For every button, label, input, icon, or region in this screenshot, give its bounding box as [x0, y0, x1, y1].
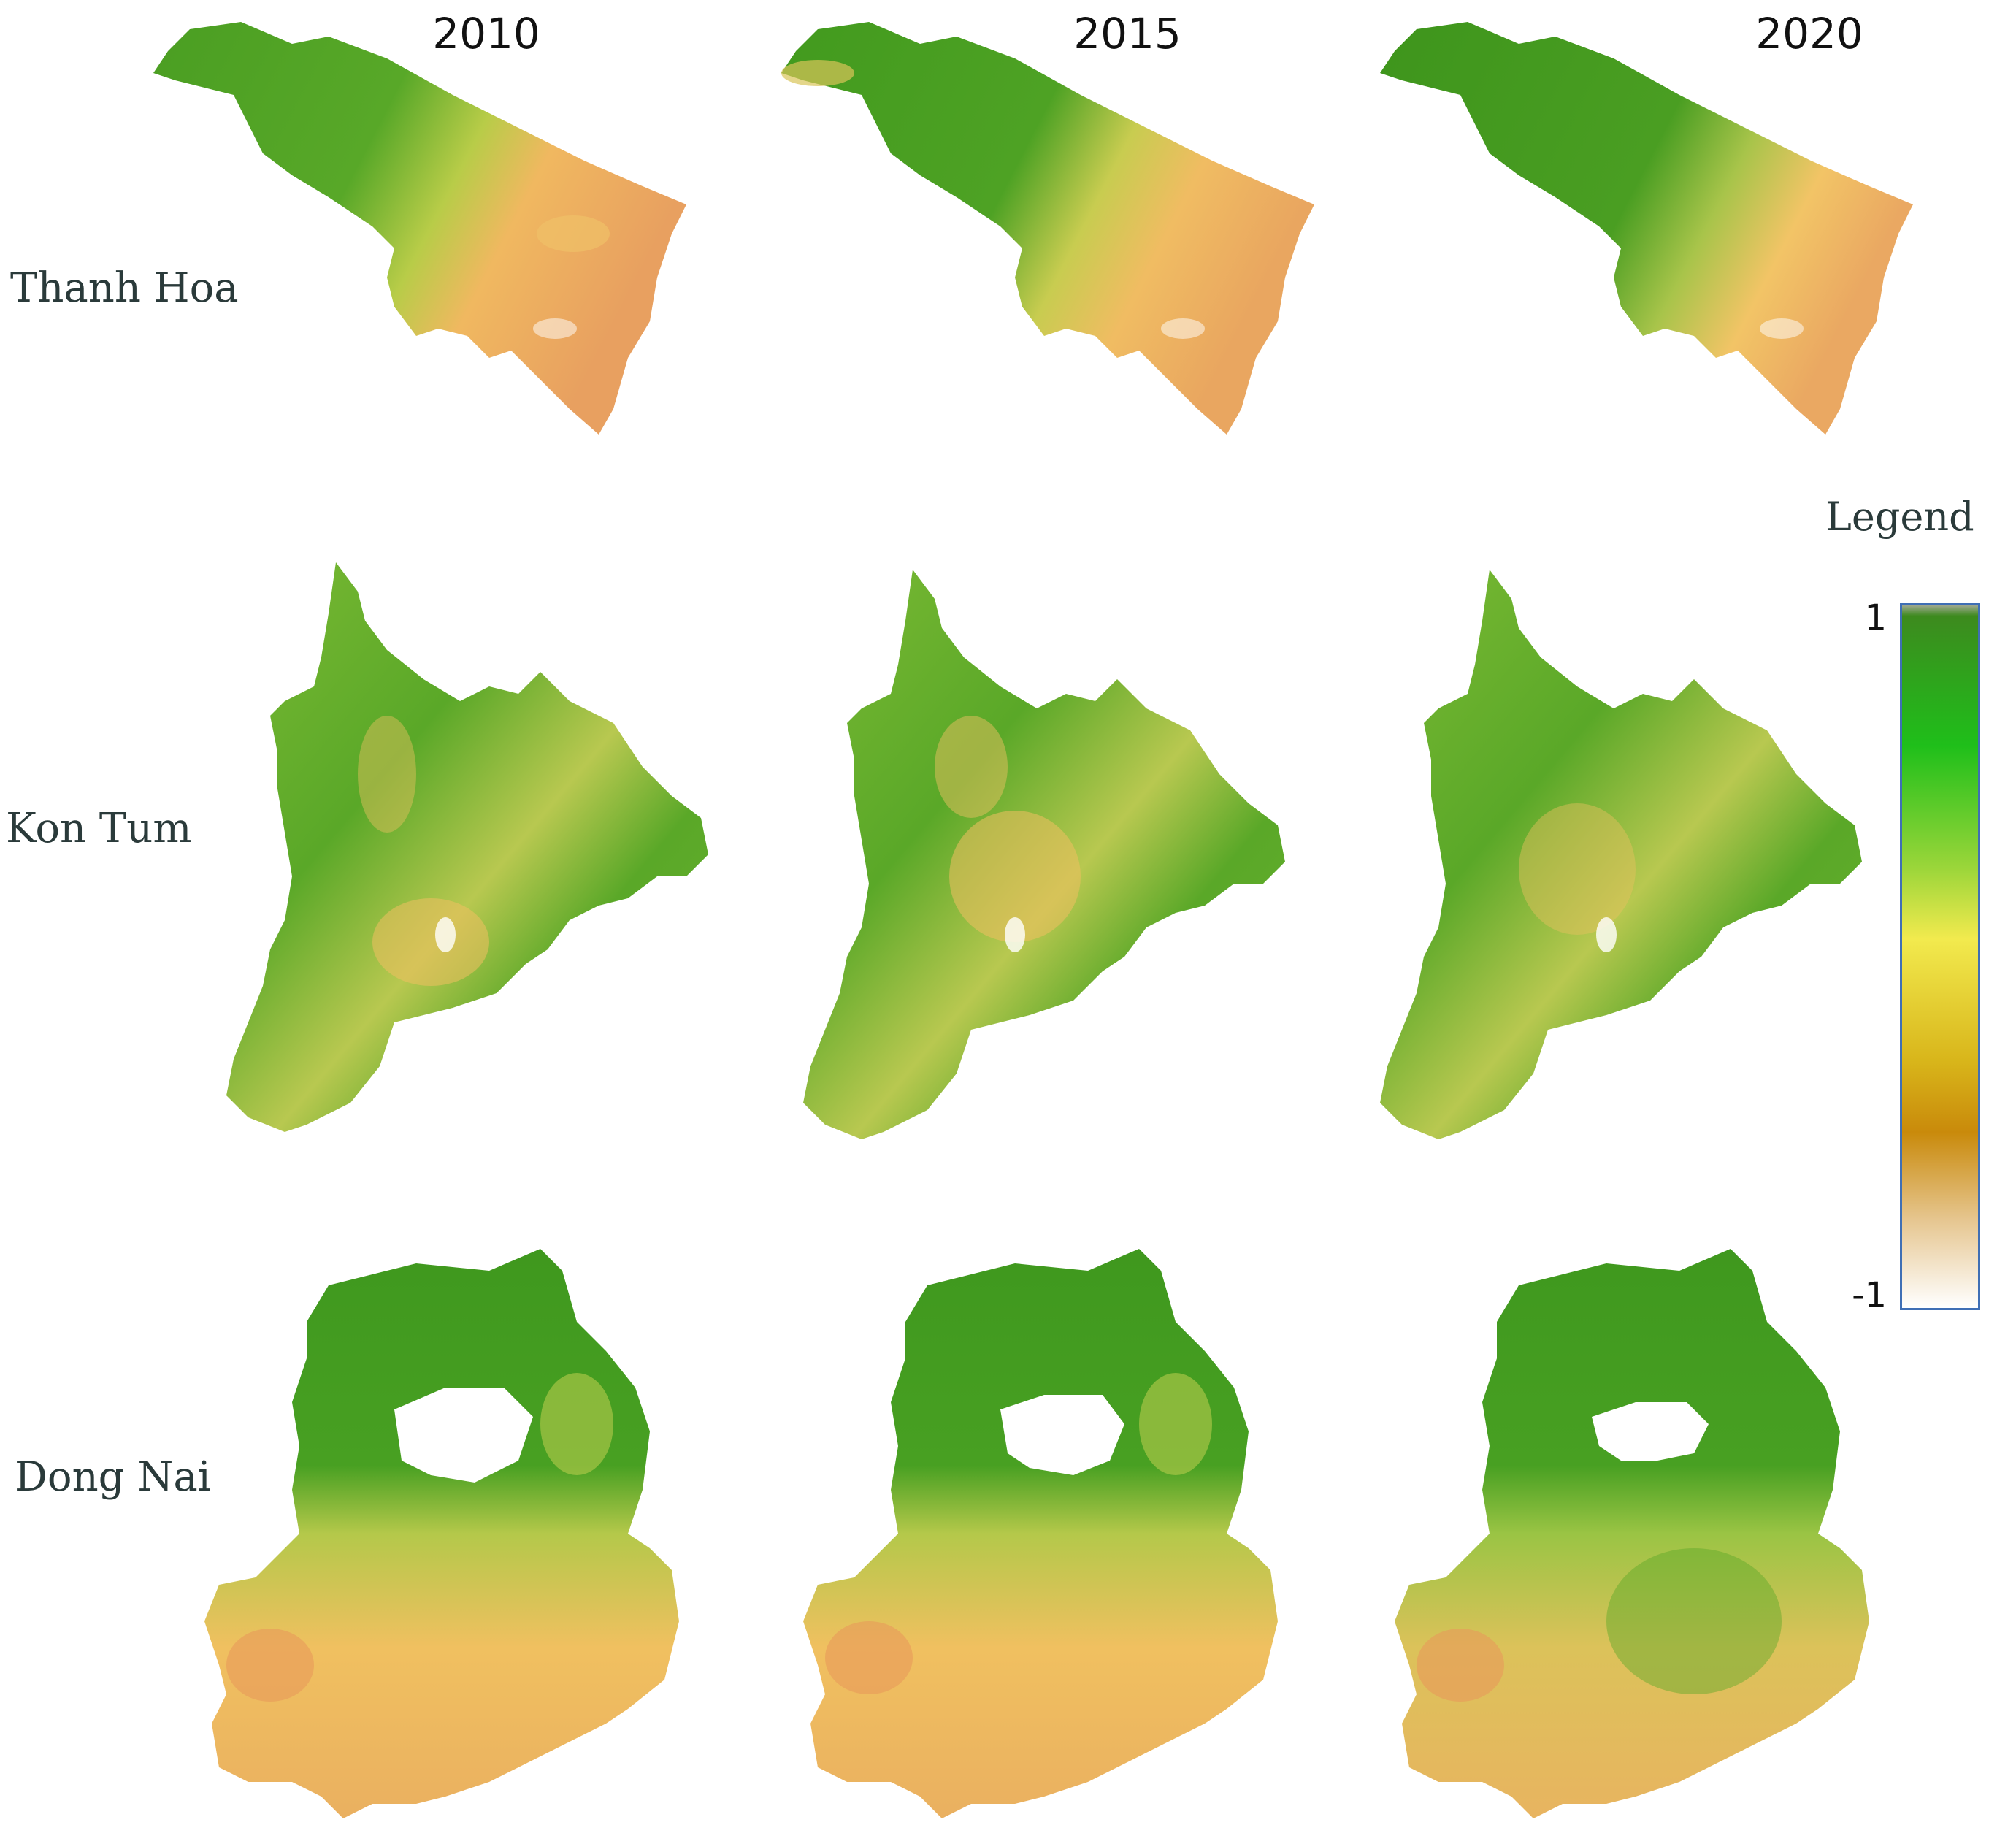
province-label-kon-tum: Kon Tum	[6, 805, 192, 852]
map-thanh-hoa-2020	[1373, 15, 1928, 438]
map-dong-nai-2015	[796, 1242, 1292, 1826]
year-label-2020: 2020	[1755, 9, 1863, 58]
legend-color-bar	[1900, 603, 1980, 1310]
year-label-2010: 2010	[432, 9, 540, 58]
map-kon-tum-2020	[1373, 562, 1869, 1147]
legend-min-label: -1	[1852, 1275, 1887, 1316]
map-dong-nai-2020	[1387, 1242, 1884, 1826]
legend-max-label: 1	[1864, 597, 1887, 638]
map-thanh-hoa-2015	[774, 15, 1329, 438]
map-thanh-hoa-2010	[146, 15, 701, 438]
province-label-dong-nai: Dong Nai	[15, 1453, 211, 1501]
map-kon-tum-2015	[796, 562, 1292, 1147]
map-kon-tum-2010	[219, 555, 716, 1139]
legend-title: Legend	[1825, 494, 1974, 540]
year-label-2015: 2015	[1073, 9, 1181, 58]
map-dong-nai-2010	[197, 1242, 694, 1826]
province-label-thanh-hoa: Thanh Hoa	[10, 264, 239, 312]
